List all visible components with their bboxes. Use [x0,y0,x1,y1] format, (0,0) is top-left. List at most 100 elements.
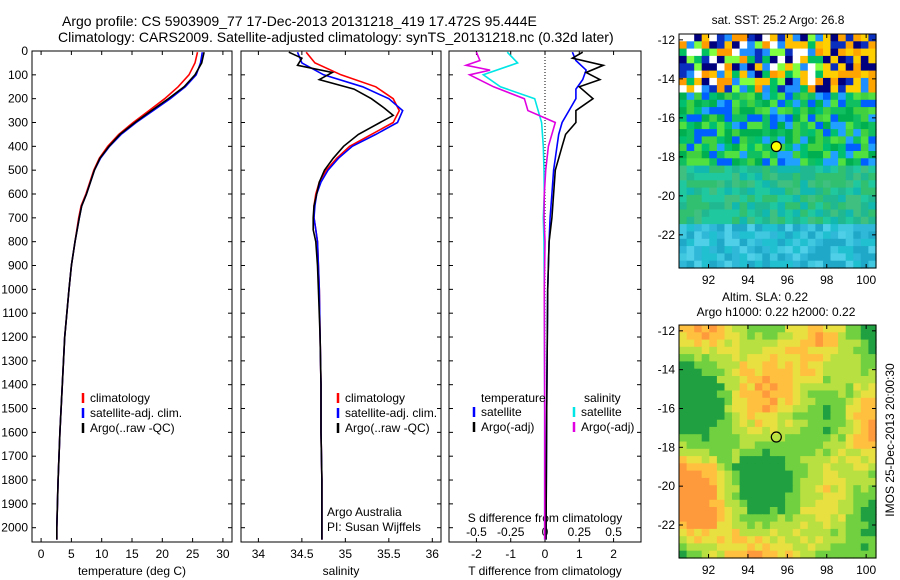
map-cell [762,448,771,457]
map-cell [701,85,710,94]
map-cell [686,260,695,269]
map-cell [860,390,869,399]
map-cell [701,361,710,370]
map-cell [792,151,801,159]
map-cell [845,456,854,464]
map-cell [679,463,688,472]
map-cell [868,405,877,413]
map-cell [792,485,801,494]
map-cell [845,477,854,486]
map-cell [785,397,794,406]
map-cell [754,231,763,240]
map-cell [709,332,718,341]
map-cell [838,216,847,225]
map-cell [716,70,726,79]
map-cell [701,107,710,115]
map-cell [709,34,718,42]
map-cell [792,202,801,211]
map-cell [754,187,763,196]
map-cell [807,151,816,159]
map-cell [747,41,756,50]
map-cell [724,129,733,137]
map-cell [868,238,877,247]
map-cell [868,209,877,218]
map-cell [686,426,695,435]
map-cell [838,41,847,50]
map-cell [762,485,771,494]
map-cell [868,121,877,130]
depth-tick-label: 1100 [2,306,28,320]
map-cell [701,246,710,254]
map-cell [709,202,718,211]
map-cell [762,121,771,130]
map-cell [860,412,869,421]
map-cell [785,470,794,479]
map-cell [807,143,816,152]
map-cell [838,172,847,181]
map-cell [709,151,718,159]
map-cell [785,441,794,450]
map-cell [724,332,733,341]
map-cell [807,521,816,530]
map-cell [838,543,847,552]
map-cell [830,41,839,50]
map-cell [830,209,839,218]
map-cell [838,260,847,269]
map-cell [747,397,756,406]
map-cell [823,121,832,130]
map-cell [694,550,703,559]
depth-tick-label: 1900 [1,497,28,511]
map-cell [747,238,756,247]
map-cell [732,507,741,515]
map-cell [724,499,733,508]
map-cell [709,448,718,457]
map-cell [807,470,816,479]
map-cell [679,397,688,406]
map-cell [860,224,869,232]
map-cell [853,405,862,413]
map-cell [694,209,703,218]
map-cell [686,485,695,494]
map-cell [845,238,854,247]
map-cell [716,77,726,86]
map-cell [823,507,832,515]
map-cell [709,507,718,515]
map-cell [694,383,703,392]
map-x-tick-label: 94 [741,563,755,577]
map-cell [868,143,877,152]
map-cell [679,448,688,457]
map-cell [732,485,741,494]
map-cell [838,238,847,247]
map-cell [679,260,688,269]
map-cell [716,383,726,392]
map-cell [724,376,733,384]
map-cell [739,376,748,384]
map-cell [747,48,756,57]
map-cell [739,514,748,523]
map-cell [853,48,862,57]
map-cell [853,470,862,479]
map-cell [709,434,718,443]
map-cell [747,339,756,348]
map-cell [785,129,794,137]
map-cell [716,180,726,189]
map-cell [830,419,839,428]
map-cell [701,194,710,203]
map-cell [754,390,763,399]
map-cell [716,426,726,435]
map-cell [830,368,839,377]
map-cell [853,136,862,145]
map-cell [807,550,816,559]
map-cell [754,151,763,159]
map-cell [686,354,695,362]
map-cell [716,390,726,399]
map-cell [739,412,748,421]
map-cell [716,41,726,50]
sla-map-title-line2: Argo h1000: 0.22 h2000: 0.22 [697,305,856,319]
depth-tick-label: 300 [8,116,28,130]
map-cell [724,165,733,174]
map-cell [747,216,756,225]
map-cell [762,187,771,196]
map-cell [739,172,748,181]
map-cell [694,143,703,152]
